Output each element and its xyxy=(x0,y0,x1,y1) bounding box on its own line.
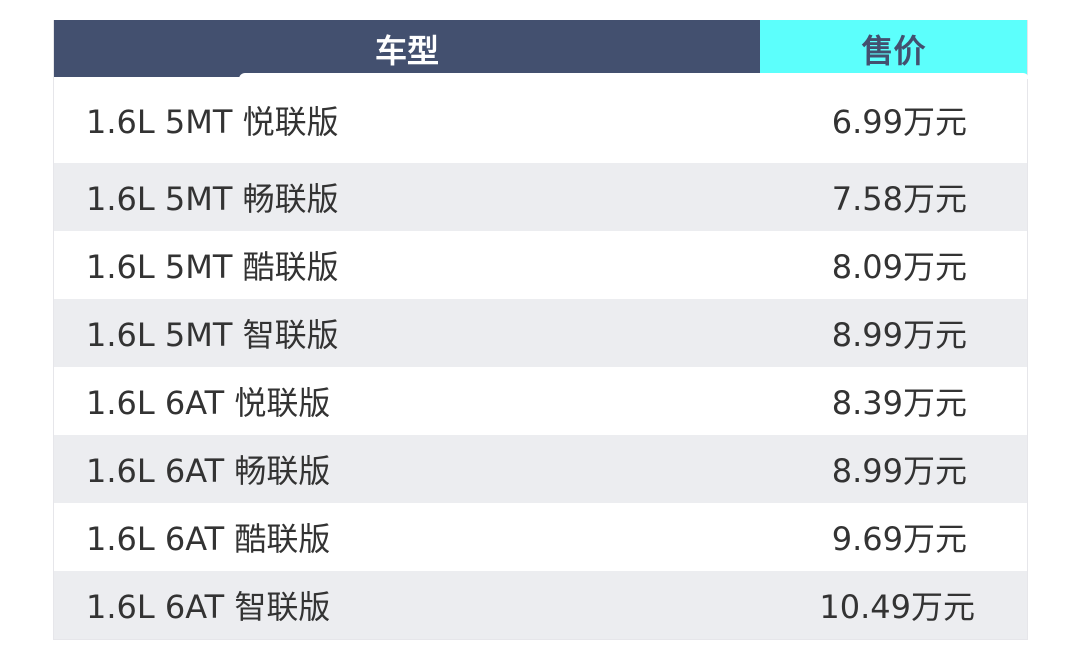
price-cell: 6.99万元 xyxy=(831,103,967,141)
model-cell: 1.6L 6AT 智联版 xyxy=(86,588,331,626)
model-cell: 1.6L 5MT 酷联版 xyxy=(86,248,339,286)
header-model: 车型 xyxy=(54,20,760,77)
price-cell: 7.58万元 xyxy=(831,180,967,218)
table-row: 1.6L 6AT 酷联版 9.69万元 xyxy=(54,503,1027,571)
price-cell: 8.99万元 xyxy=(831,452,967,490)
price-table: 车型 售价 1.6L 5MT 悦联版 6.99万元 1.6L 5MT 畅联版 7.5… xyxy=(53,20,1029,640)
model-cell: 1.6L 5MT 畅联版 xyxy=(86,180,339,218)
model-cell: 1.6L 6AT 畅联版 xyxy=(86,452,331,490)
price-cell: 9.69万元 xyxy=(831,520,967,558)
header-price: 售价 xyxy=(760,20,1027,77)
table-row: 1.6L 5MT 智联版 8.99万元 xyxy=(54,299,1027,367)
price-cell: 8.39万元 xyxy=(831,384,967,422)
model-cell: 1.6L 5MT 悦联版 xyxy=(86,103,339,141)
table-row: 1.6L 6AT 智联版 10.49万元 xyxy=(54,571,1027,639)
model-cell: 1.6L 5MT 智联版 xyxy=(86,316,339,354)
table-row: 1.6L 5MT 悦联版 6.99万元 xyxy=(54,77,1027,163)
model-cell: 1.6L 6AT 酷联版 xyxy=(86,520,331,558)
model-cell: 1.6L 6AT 悦联版 xyxy=(86,384,331,422)
price-cell: 8.09万元 xyxy=(831,248,967,286)
table-row: 1.6L 6AT 悦联版 8.39万元 xyxy=(54,367,1027,435)
price-cell: 10.49万元 xyxy=(819,588,975,626)
table-header: 车型 售价 xyxy=(54,20,1029,79)
header-tab-decoration xyxy=(239,73,1029,79)
table-row: 1.6L 5MT 酷联版 8.09万元 xyxy=(54,231,1027,299)
price-cell: 8.99万元 xyxy=(831,316,967,354)
table-row: 1.6L 6AT 畅联版 8.99万元 xyxy=(54,435,1027,503)
table-row: 1.6L 5MT 畅联版 7.58万元 xyxy=(54,163,1027,231)
